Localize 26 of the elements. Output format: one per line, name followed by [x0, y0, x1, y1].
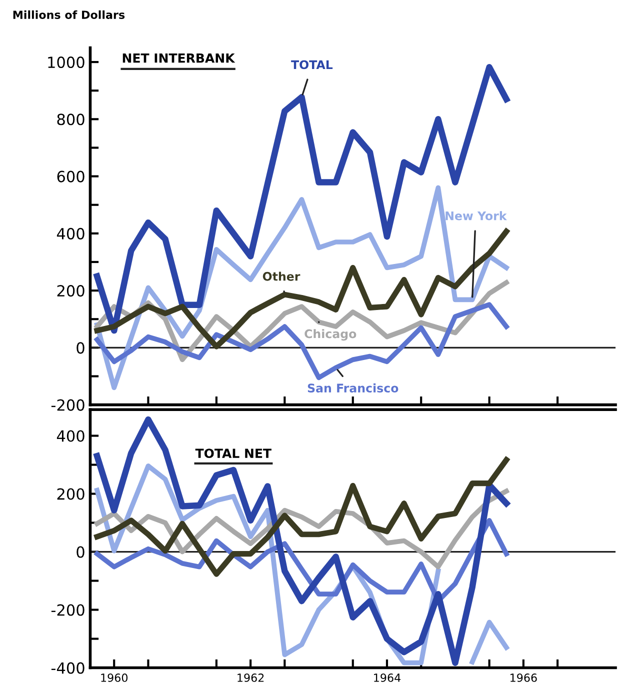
y-axis-title: Millions of Dollars [13, 10, 125, 19]
y-tick-label: 0 [76, 342, 84, 354]
y-tick-label: 800 [57, 114, 84, 126]
y-tick-label: -400 [51, 662, 84, 674]
line-series [94, 185, 509, 390]
y-tick-label: 1000 [48, 56, 84, 68]
y-tick-label: 200 [57, 488, 84, 500]
x-tick-label: 1960 [101, 674, 128, 682]
y-tick-label: 600 [57, 170, 84, 182]
series-label: New York [446, 211, 507, 220]
y-tick-label: 400 [56, 228, 84, 240]
x-tick-label: 1962 [238, 674, 264, 682]
series-label: Other [262, 272, 300, 281]
series-label: Chicago [304, 329, 356, 341]
y-tick-label: 200 [57, 285, 84, 297]
y-tick-label: 400 [56, 430, 84, 442]
x-tick-label: 1964 [374, 674, 401, 682]
line-series [94, 302, 509, 380]
y-tick-label: 0 [76, 546, 84, 558]
y-tick-label: -200 [51, 399, 84, 411]
y-tick-label: -200 [51, 604, 84, 616]
series-label: San Francisco [308, 383, 398, 393]
text: TOTAL [291, 60, 333, 70]
chart-title: NET INTERBANK [122, 53, 236, 63]
text: TOTAL NET [195, 448, 272, 458]
x-tick-label: 1966 [510, 674, 537, 682]
